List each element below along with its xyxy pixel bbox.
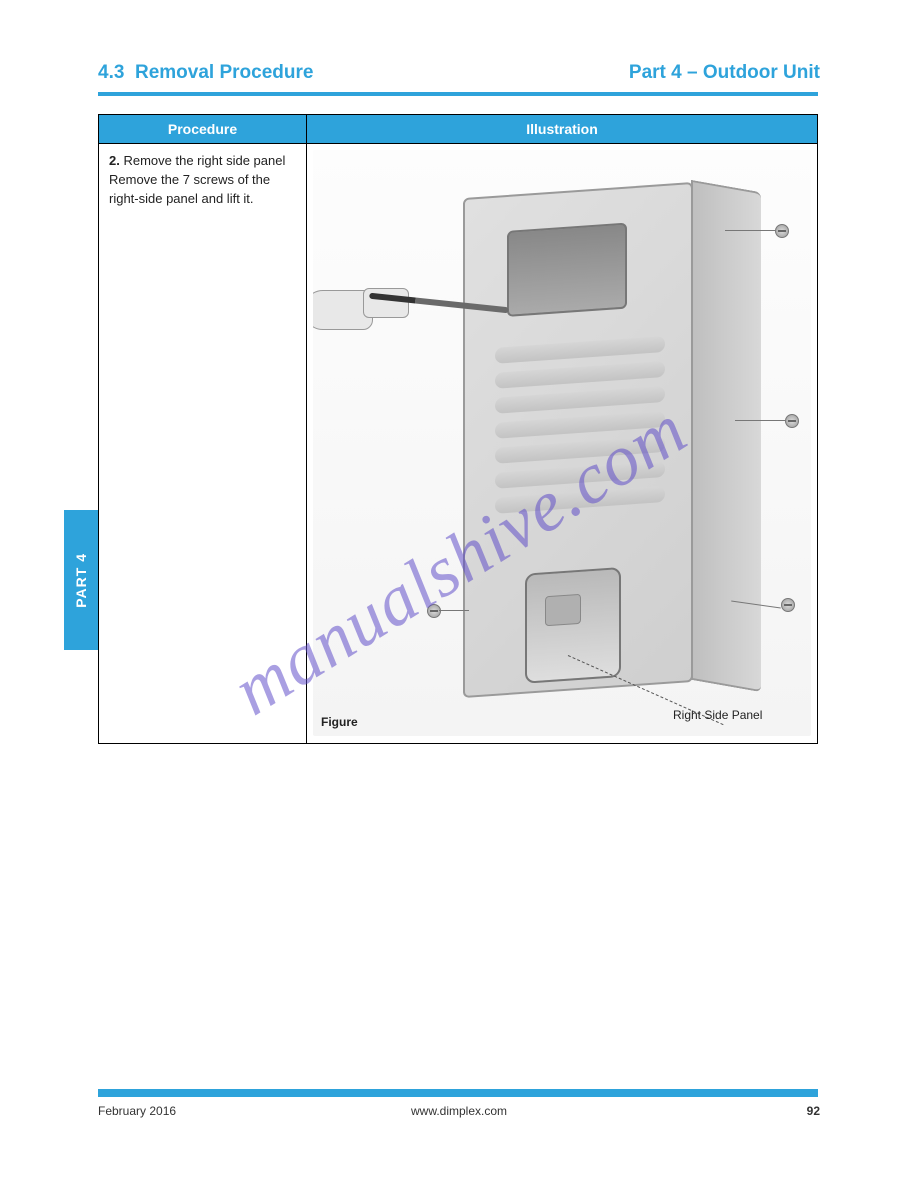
header-rule [98, 92, 818, 96]
procedure-table: Procedure Illustration 2. Remove the rig… [98, 114, 818, 744]
procedure-cell: 2. Remove the right side panel Remove th… [99, 144, 307, 744]
header-section-num: 4.3 [98, 62, 124, 83]
side-tab-label: PART 4 [73, 553, 89, 608]
screw-icon [427, 604, 441, 618]
upper-service-window [507, 223, 627, 317]
leader-line [439, 610, 469, 611]
header-section: 4.3 Removal Procedure [98, 62, 313, 84]
leader-line [735, 420, 785, 421]
table-col-illustration: Illustration [307, 115, 818, 144]
footer-url: www.dimplex.com [0, 1104, 918, 1118]
illustration-cell: Right Side Panel Figure [307, 144, 818, 744]
screw-icon [775, 224, 789, 238]
outdoor-unit-illustration: Right Side Panel Figure [313, 150, 811, 736]
screw-icon [781, 598, 795, 612]
header-section-title: Removal Procedure [135, 62, 313, 83]
valve-window [525, 567, 621, 684]
leader-line [725, 230, 775, 231]
header-chapter: Part 4 – Outdoor Unit [629, 62, 820, 84]
step-text: Remove the right side panel Remove the 7… [109, 153, 285, 206]
figure-caption: Right Side Panel [673, 708, 762, 722]
screw-icon [785, 414, 799, 428]
step-number: 2. [109, 153, 120, 168]
table-header-row: Procedure Illustration [99, 115, 818, 144]
figure-label: Figure [321, 715, 358, 729]
unit-side-panel [691, 180, 761, 692]
footer-page-num: 92 [807, 1104, 820, 1118]
unit-right-panel [463, 182, 693, 698]
table-row: 2. Remove the right side panel Remove th… [99, 144, 818, 744]
footer-rule [98, 1089, 818, 1097]
panel-ribs [465, 184, 691, 200]
side-tab: PART 4 [64, 510, 98, 650]
page: 4.3 Removal Procedure Part 4 – Outdoor U… [0, 0, 918, 1188]
table-col-procedure: Procedure [99, 115, 307, 144]
hand-with-screwdriver [313, 270, 463, 350]
